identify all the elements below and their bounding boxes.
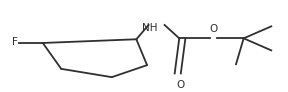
Text: O: O xyxy=(210,24,218,34)
Text: F: F xyxy=(12,37,18,47)
Text: NH: NH xyxy=(142,23,157,33)
Text: O: O xyxy=(176,80,185,90)
